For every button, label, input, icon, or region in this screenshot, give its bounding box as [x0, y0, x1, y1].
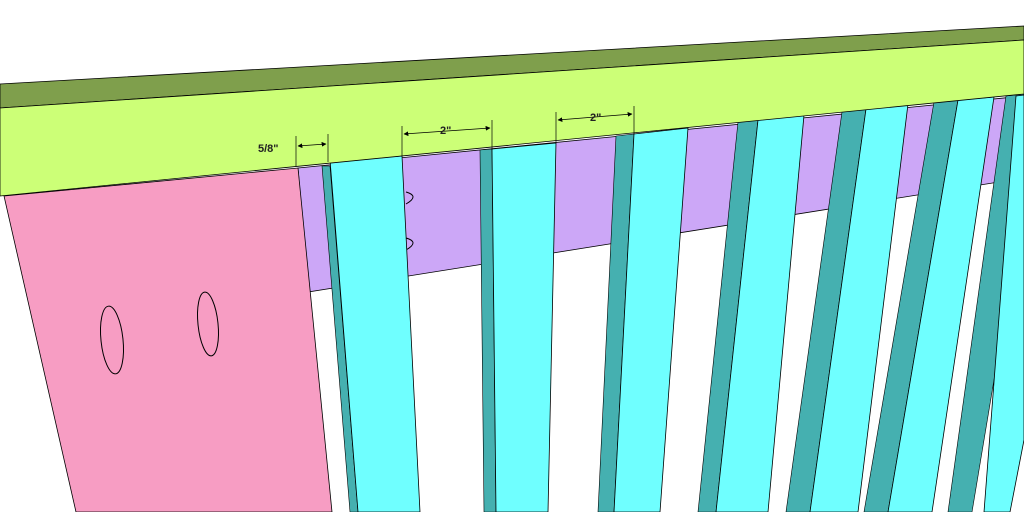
- slat: [983, 94, 1024, 512]
- slat: [491, 142, 557, 512]
- slat-side: [479, 148, 497, 512]
- slats: [321, 93, 1024, 512]
- dimension-label-slat-gap-1: 2": [440, 125, 451, 137]
- dimension-arrow-icon: [403, 125, 491, 137]
- dimension-edge-gap: 5/8": [258, 134, 329, 166]
- dimension-label-edge-gap: 5/8": [258, 143, 279, 155]
- pocket-hole-icon: [405, 237, 414, 251]
- slat: [613, 127, 689, 512]
- slat-side: [321, 165, 359, 512]
- dimension-arrow-icon: [557, 111, 633, 123]
- dimension-arrow-icon: [297, 141, 327, 149]
- dimension-slat-gap-1: 2": [401, 120, 493, 156]
- top-rail-top: [0, 25, 1024, 109]
- pocket-hole-icon: [197, 291, 219, 357]
- pocket-hole-icon: [405, 191, 414, 205]
- dimension-label-slat-gap-2: 2": [590, 112, 601, 124]
- pocket-hole-icon: [99, 305, 125, 375]
- dimension-slat-gap-2: 2": [555, 106, 635, 142]
- leg-panel: [3, 167, 333, 512]
- top-rail-face: [0, 39, 1024, 197]
- slat-side: [597, 133, 635, 512]
